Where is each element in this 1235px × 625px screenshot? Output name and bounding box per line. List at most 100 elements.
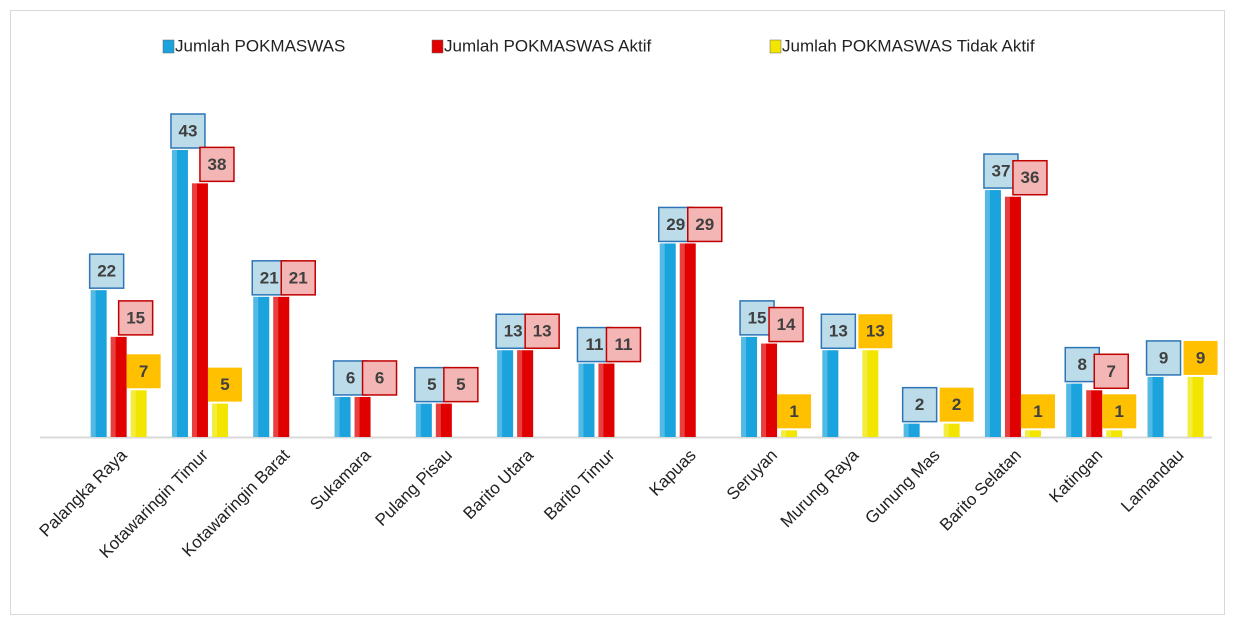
bar-highlight bbox=[822, 350, 828, 437]
data-label: 5 bbox=[220, 375, 229, 394]
data-label: 1 bbox=[1033, 402, 1042, 421]
data-label: 38 bbox=[207, 155, 226, 174]
data-label-box bbox=[207, 367, 242, 402]
data-label-box bbox=[126, 354, 161, 389]
data-label: 13 bbox=[829, 322, 848, 341]
legend-swatch bbox=[769, 39, 782, 54]
bar-highlight bbox=[1004, 196, 1010, 437]
data-label-box bbox=[777, 394, 812, 429]
data-label-box bbox=[361, 360, 398, 396]
bar-highlight bbox=[1147, 376, 1153, 437]
data-label: 6 bbox=[346, 368, 355, 387]
data-label: 8 bbox=[1078, 355, 1087, 374]
data-label: 6 bbox=[375, 368, 384, 387]
bar-highlight bbox=[253, 296, 259, 437]
bar bbox=[273, 296, 290, 437]
data-label-box bbox=[117, 300, 154, 336]
data-label: 13 bbox=[504, 322, 523, 341]
bar-highlight bbox=[191, 183, 197, 437]
data-label-box bbox=[687, 206, 723, 243]
data-label: 37 bbox=[991, 162, 1010, 181]
bar bbox=[1066, 383, 1083, 437]
data-label-box bbox=[768, 306, 804, 343]
data-label-box bbox=[1020, 394, 1055, 429]
bar-highlight bbox=[211, 403, 217, 437]
bar-highlight bbox=[659, 243, 665, 437]
chart-frame bbox=[10, 10, 1225, 615]
bar bbox=[781, 430, 798, 437]
legend-label: Jumlah POKMASWAS Aktif bbox=[444, 36, 651, 55]
data-label: 21 bbox=[289, 268, 308, 287]
data-label: 14 bbox=[777, 315, 796, 334]
data-label-box bbox=[199, 146, 235, 183]
data-label: 13 bbox=[533, 322, 552, 341]
bar bbox=[435, 403, 452, 437]
data-label-box bbox=[1145, 340, 1182, 376]
bar bbox=[578, 363, 595, 437]
bar bbox=[1147, 376, 1164, 437]
data-label: 29 bbox=[666, 215, 685, 234]
data-label: 15 bbox=[126, 308, 145, 327]
bar-highlight bbox=[984, 190, 990, 437]
data-label: 21 bbox=[260, 268, 279, 287]
legend-label: Jumlah POKMASWAS bbox=[175, 36, 345, 55]
bar bbox=[761, 343, 778, 437]
bar bbox=[354, 396, 371, 437]
data-label: 13 bbox=[866, 322, 885, 341]
bar bbox=[171, 150, 188, 437]
bar bbox=[943, 423, 960, 437]
bar bbox=[110, 336, 127, 437]
data-label-box bbox=[280, 260, 316, 296]
data-label: 1 bbox=[789, 402, 798, 421]
bar bbox=[130, 390, 147, 437]
data-label-box bbox=[170, 113, 206, 149]
data-label-box bbox=[605, 326, 642, 363]
data-label: 7 bbox=[1107, 362, 1116, 381]
bar bbox=[862, 350, 879, 437]
data-label-box bbox=[1102, 394, 1137, 429]
data-label-box bbox=[901, 386, 938, 423]
bar bbox=[497, 350, 514, 437]
data-label: 5 bbox=[456, 375, 465, 394]
bar bbox=[679, 243, 696, 437]
data-label-box bbox=[858, 314, 893, 349]
data-label-box bbox=[1093, 353, 1129, 390]
data-label: 2 bbox=[915, 395, 924, 414]
data-label-box bbox=[1012, 159, 1048, 196]
bar-highlight bbox=[598, 363, 604, 437]
bar-highlight bbox=[1187, 376, 1193, 437]
bar bbox=[415, 403, 432, 437]
bar-highlight bbox=[273, 296, 279, 437]
data-label: 5 bbox=[427, 375, 436, 394]
data-label: 36 bbox=[1020, 168, 1039, 187]
data-label-box bbox=[1183, 340, 1218, 375]
bar bbox=[517, 350, 534, 437]
bar bbox=[1024, 430, 1041, 437]
bar-highlight bbox=[679, 243, 685, 437]
data-label-box bbox=[88, 253, 125, 289]
data-label: 11 bbox=[585, 335, 603, 354]
bar-highlight bbox=[334, 396, 340, 437]
data-label-box bbox=[820, 313, 857, 349]
bar bbox=[903, 423, 920, 437]
data-label: 9 bbox=[1159, 348, 1168, 367]
bar-highlight bbox=[497, 350, 503, 437]
bar bbox=[211, 403, 228, 437]
bar-highlight bbox=[171, 150, 177, 437]
bar-highlight bbox=[435, 403, 441, 437]
bar-highlight bbox=[1106, 430, 1112, 437]
bar-highlight bbox=[862, 350, 868, 437]
data-label: 9 bbox=[1196, 348, 1205, 367]
data-label-box bbox=[524, 313, 560, 349]
bar-highlight bbox=[578, 363, 584, 437]
bar-highlight bbox=[415, 403, 421, 437]
data-label: 43 bbox=[178, 121, 197, 140]
bar-highlight bbox=[943, 423, 949, 437]
bar bbox=[822, 350, 839, 437]
bar bbox=[1187, 376, 1204, 437]
data-label: 11 bbox=[614, 335, 632, 354]
legend-swatch bbox=[162, 39, 175, 54]
data-label-box bbox=[443, 366, 479, 403]
bar bbox=[191, 183, 208, 437]
